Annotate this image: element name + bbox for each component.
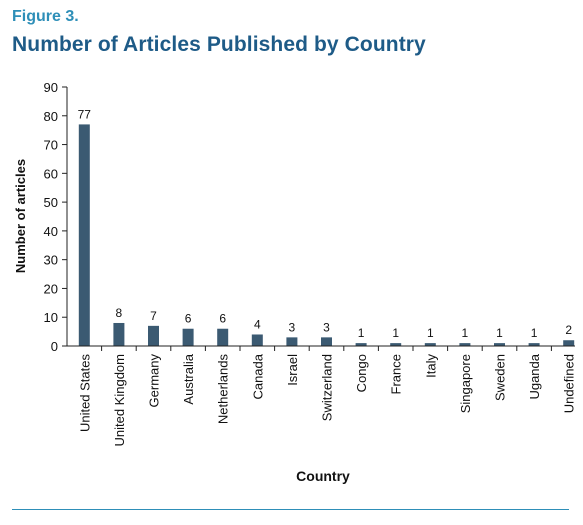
x-tick-label: Australia bbox=[181, 353, 196, 404]
y-tick-label: 50 bbox=[44, 195, 58, 210]
bar bbox=[494, 343, 505, 346]
bar bbox=[182, 328, 194, 346]
bars: 77 8 7 6 6 4 3 3 1 1 1 1 1 1 2 bbox=[78, 107, 575, 347]
bar bbox=[528, 343, 540, 346]
bar bbox=[459, 343, 471, 346]
bar-chart: 0 10 20 30 40 50 60 70 80 90 77 8 7 6 6 4 3 3 1 1 1 1 1 1 2 Uni… bbox=[13, 80, 577, 484]
x-tick-label: Undefined bbox=[562, 354, 577, 413]
bar bbox=[424, 343, 436, 346]
x-tick-label: United States bbox=[77, 354, 92, 433]
y-tick-label: 20 bbox=[44, 281, 58, 296]
bar-value-label: 1 bbox=[531, 326, 538, 340]
y-tick-label: 70 bbox=[44, 138, 58, 153]
x-tick-label: France bbox=[389, 354, 404, 394]
y-tick-label: 30 bbox=[44, 253, 58, 268]
bar bbox=[113, 322, 125, 346]
y-tick-label: 0 bbox=[51, 339, 58, 354]
x-axis-title: Country bbox=[296, 468, 350, 484]
y-axis-ticks: 0 10 20 30 40 50 60 70 80 90 bbox=[44, 80, 67, 354]
bar bbox=[217, 328, 229, 346]
x-axis-ticks: United States United Kingdom Germany Austra… bbox=[77, 346, 577, 447]
bar-value-label: 2 bbox=[565, 323, 572, 337]
bar bbox=[286, 337, 298, 346]
x-tick-label: Germany bbox=[147, 354, 162, 408]
x-tick-label: Canada bbox=[250, 353, 265, 399]
footer-rule bbox=[12, 509, 569, 510]
bar-value-label: 6 bbox=[219, 312, 226, 326]
bar-value-label: 1 bbox=[392, 326, 399, 340]
y-tick-label: 90 bbox=[44, 80, 58, 95]
y-tick-label: 40 bbox=[44, 224, 58, 239]
x-tick-label: Sweden bbox=[493, 354, 508, 401]
bar-value-label: 1 bbox=[496, 326, 503, 340]
bar-value-label: 6 bbox=[185, 312, 192, 326]
x-tick-label: United Kingdom bbox=[112, 354, 127, 447]
y-tick-label: 10 bbox=[44, 310, 58, 325]
bar bbox=[251, 334, 263, 346]
bar-value-label: 3 bbox=[323, 320, 330, 334]
x-tick-label: Uganda bbox=[527, 353, 542, 399]
bar-value-label: 1 bbox=[427, 326, 434, 340]
bar bbox=[148, 325, 159, 346]
bar bbox=[78, 124, 90, 347]
bar-value-label: 1 bbox=[358, 326, 365, 340]
bar-value-label: 4 bbox=[254, 317, 261, 331]
y-tick-label: 60 bbox=[44, 166, 58, 181]
x-tick-label: Congo bbox=[354, 354, 369, 392]
bar bbox=[563, 340, 575, 346]
bar bbox=[355, 343, 367, 346]
x-tick-label: Netherlands bbox=[216, 354, 231, 425]
bar-value-label: 3 bbox=[289, 320, 296, 334]
figure-label: Figure 3. bbox=[12, 8, 79, 25]
bar bbox=[321, 337, 332, 346]
x-tick-label: Italy bbox=[423, 354, 438, 378]
x-tick-label: Singapore bbox=[458, 354, 473, 413]
y-axis-title: Number of articles bbox=[13, 159, 28, 273]
bar-value-label: 7 bbox=[150, 309, 157, 323]
bar bbox=[390, 343, 402, 346]
bar-value-label: 77 bbox=[78, 107, 92, 121]
x-tick-label: Israel bbox=[285, 354, 300, 386]
y-tick-label: 80 bbox=[44, 109, 58, 124]
figure-title: Number of Articles Published by Country bbox=[12, 33, 426, 56]
bar-value-label: 1 bbox=[462, 326, 469, 340]
bar-value-label: 8 bbox=[116, 306, 123, 320]
x-tick-label: Switzerland bbox=[320, 354, 335, 421]
